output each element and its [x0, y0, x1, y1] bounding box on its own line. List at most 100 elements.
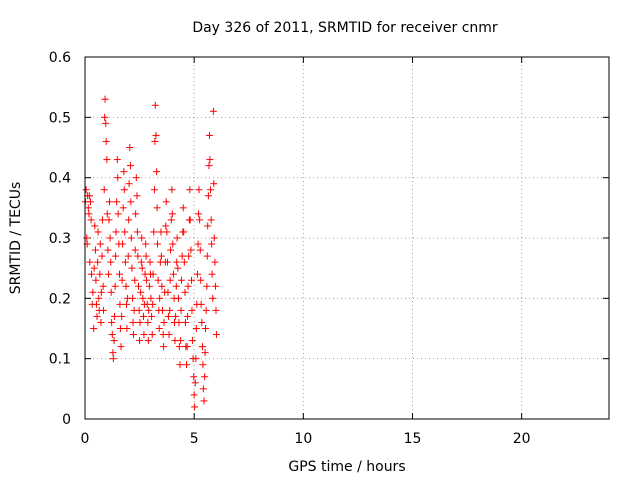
data-point [114, 174, 122, 182]
data-point [127, 234, 135, 242]
data-point [142, 240, 150, 248]
data-point [203, 252, 211, 260]
data-point [152, 131, 160, 139]
data-point [110, 312, 118, 320]
data-point [150, 186, 158, 194]
data-point [198, 343, 206, 351]
data-point [108, 331, 116, 339]
data-point [118, 312, 126, 320]
data-point [147, 294, 155, 302]
data-point [136, 337, 144, 345]
data-point [105, 270, 113, 278]
data-point [190, 373, 198, 381]
data-point [180, 228, 188, 236]
data-point [212, 331, 220, 339]
data-point [136, 318, 144, 326]
data-point [188, 337, 196, 345]
data-point [165, 331, 173, 339]
data-point [122, 300, 130, 308]
y-tick-label: 0.5 [49, 110, 71, 126]
data-point [172, 282, 180, 290]
data-point [145, 282, 153, 290]
data-point [158, 282, 166, 290]
data-point [91, 222, 99, 230]
x-axis-label: GPS time / hours [288, 459, 405, 475]
data-point [195, 210, 203, 218]
data-point [140, 312, 148, 320]
data-point [164, 258, 172, 266]
data-point [177, 337, 185, 345]
data-point [200, 397, 208, 405]
data-point [143, 276, 151, 284]
data-point [149, 270, 157, 278]
data-point [131, 276, 139, 284]
data-point [174, 264, 182, 272]
data-point [126, 162, 134, 170]
data-point [190, 391, 198, 399]
data-point [153, 240, 161, 248]
data-point [134, 252, 142, 260]
data-point [132, 210, 140, 218]
data-point [160, 318, 168, 326]
data-point [163, 228, 171, 236]
data-point [183, 343, 191, 351]
data-point [178, 276, 186, 284]
data-point [100, 186, 108, 194]
data-point [126, 144, 134, 151]
data-point [206, 156, 214, 164]
data-point [155, 325, 163, 332]
data-point [93, 312, 101, 320]
data-point [103, 210, 111, 218]
plot-frame [84, 56, 610, 420]
data-point [176, 361, 184, 369]
data-point [151, 101, 159, 109]
data-point [212, 282, 220, 290]
data-point [164, 312, 172, 320]
data-point [132, 174, 140, 182]
data-point [166, 306, 174, 314]
y-tick-label: 0.1 [49, 352, 71, 368]
data-point [180, 258, 188, 266]
data-point [121, 258, 129, 266]
data-point [175, 343, 183, 351]
data-point [187, 246, 195, 254]
data-point [116, 325, 124, 332]
data-point [208, 270, 216, 278]
data-point [88, 270, 96, 278]
data-point [84, 204, 92, 212]
data-point [127, 198, 135, 206]
data-point [211, 258, 219, 266]
data-point [129, 331, 137, 339]
data-point [174, 294, 182, 302]
data-point [168, 186, 176, 194]
data-point [196, 216, 204, 224]
data-point [90, 325, 98, 332]
x-tick-label: 15 [404, 431, 422, 447]
data-point [123, 325, 131, 332]
data-point [94, 228, 102, 236]
data-point [125, 216, 133, 224]
data-point [153, 168, 161, 176]
data-point [186, 216, 194, 224]
data-point [199, 385, 207, 393]
data-point [154, 276, 162, 284]
data-point [97, 318, 105, 326]
data-point [167, 246, 175, 254]
data-point [102, 137, 110, 145]
data-point [114, 210, 122, 218]
data-point [125, 180, 133, 188]
data-point [148, 312, 156, 320]
data-point [122, 282, 130, 290]
data-point [149, 300, 157, 308]
data-point [97, 288, 105, 296]
data-point [138, 264, 146, 272]
data-point [195, 186, 203, 194]
data-point [102, 119, 110, 127]
data-point [96, 270, 104, 278]
data-point [162, 198, 170, 206]
data-point [85, 192, 93, 200]
data-point [134, 282, 142, 290]
data-point [208, 240, 216, 248]
y-tick-label: 0.6 [49, 50, 71, 66]
data-point [120, 168, 128, 176]
